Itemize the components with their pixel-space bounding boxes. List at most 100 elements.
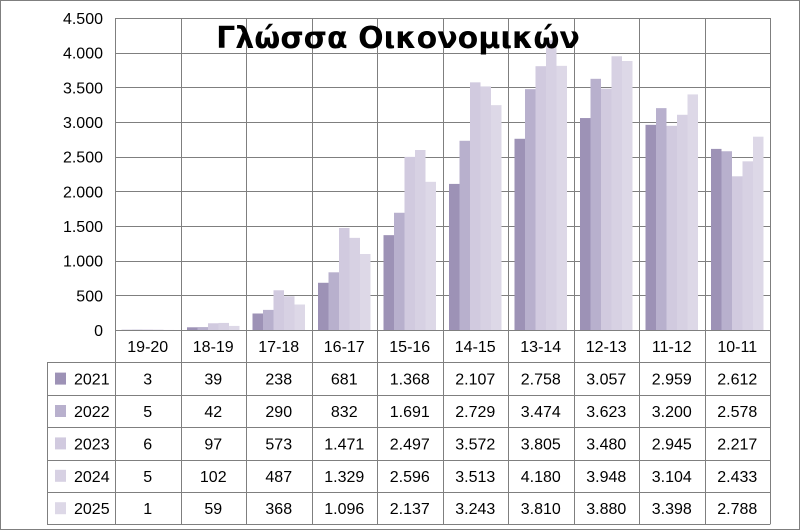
data-label: 573 <box>265 436 292 453</box>
data-label: 2.959 <box>652 372 692 389</box>
x-tick-label: 16-17 <box>324 339 365 356</box>
data-label: 2.788 <box>717 501 757 518</box>
legend-swatch <box>55 437 66 450</box>
bar <box>394 212 405 330</box>
y-tick-label: 500 <box>76 288 103 305</box>
data-label: 2.729 <box>455 404 495 421</box>
data-label: 2.497 <box>390 436 430 453</box>
bar <box>349 237 360 330</box>
x-tick-label: 15-16 <box>389 339 430 356</box>
y-tick-label: 3.500 <box>63 80 103 97</box>
bar <box>742 161 753 330</box>
y-tick-label: 4.500 <box>63 11 103 28</box>
data-label: 2.217 <box>717 436 757 453</box>
bar <box>339 228 350 330</box>
bar <box>197 327 208 330</box>
data-label: 832 <box>331 404 358 421</box>
bar <box>425 181 436 330</box>
bar <box>449 183 460 330</box>
data-label: 3.398 <box>652 501 692 518</box>
bar <box>229 325 240 330</box>
bar <box>580 118 591 330</box>
bar <box>294 304 305 330</box>
x-tick-label: 19-20 <box>127 339 168 356</box>
bar <box>732 176 743 330</box>
legend-swatch <box>55 405 66 417</box>
bar <box>263 309 274 330</box>
data-label: 3.810 <box>521 501 561 518</box>
data-label: 2.945 <box>652 436 692 453</box>
data-label: 3.572 <box>455 436 495 453</box>
bar <box>284 296 295 330</box>
bar <box>514 138 525 330</box>
data-label: 3.057 <box>586 372 626 389</box>
legend-swatch <box>55 502 66 515</box>
x-tick-label: 13-14 <box>520 339 561 356</box>
data-label: 2.107 <box>455 372 495 389</box>
data-label: 6 <box>143 436 152 453</box>
data-label: 290 <box>265 404 292 421</box>
data-label: 97 <box>204 436 222 453</box>
y-tick-label: 4.000 <box>63 46 103 63</box>
data-label: 3.805 <box>521 436 561 453</box>
data-table: 19-20 18-19 17-18 16-17 15-16 14-15 13-14 12-13… <box>47 18 771 525</box>
bar <box>711 148 722 330</box>
legend-entry: 2024 <box>74 469 110 486</box>
y-tick-label: 1.500 <box>63 219 103 236</box>
bar <box>252 313 263 330</box>
y-tick-label: 2.000 <box>63 184 103 201</box>
bar <box>556 65 567 330</box>
data-label: 5 <box>143 469 152 486</box>
bar <box>753 136 764 330</box>
legend-swatch <box>55 469 66 482</box>
data-label: 1.329 <box>324 469 364 486</box>
y-tick-label: 0 <box>94 323 103 340</box>
data-label: 3.880 <box>586 501 626 518</box>
bar <box>187 327 198 330</box>
bar <box>360 254 371 330</box>
data-label: 42 <box>204 404 222 421</box>
bar <box>656 108 667 330</box>
data-label: 2.596 <box>390 469 430 486</box>
y-axis-ticks: 0 500 1.000 1.500 2.000 2.500 3.000 3.500 4.000 4… <box>63 11 103 340</box>
data-label: 238 <box>265 372 292 389</box>
bar <box>208 323 219 330</box>
x-tick-label: 17-18 <box>258 339 299 356</box>
bar <box>645 124 656 330</box>
data-label: 1 <box>143 501 152 518</box>
data-label: 2.137 <box>390 501 430 518</box>
bar <box>328 272 339 330</box>
data-label: 1.691 <box>390 404 430 421</box>
bar <box>590 78 601 330</box>
data-label: 3.513 <box>455 469 495 486</box>
bars <box>121 40 764 331</box>
data-label: 2.578 <box>717 404 757 421</box>
data-label: 102 <box>200 469 227 486</box>
bar <box>415 150 426 330</box>
data-label: 3.623 <box>586 404 626 421</box>
y-tick-label: 3.000 <box>63 115 103 132</box>
bar <box>622 60 633 331</box>
data-label: 1.471 <box>324 436 364 453</box>
data-label: 3.480 <box>586 436 626 453</box>
data-label: 3.243 <box>455 501 495 518</box>
bar <box>383 235 394 330</box>
bar <box>491 105 502 331</box>
data-label: 2.433 <box>717 469 757 486</box>
bar <box>470 82 481 330</box>
data-label: 487 <box>265 469 292 486</box>
x-tick-label: 11-12 <box>652 339 692 356</box>
data-label: 4.180 <box>521 469 561 486</box>
data-label: 3.474 <box>521 404 561 421</box>
chart-title: Γλώσσα Οικονομικών <box>216 21 580 56</box>
data-label: 3.200 <box>652 404 692 421</box>
data-label: 2.612 <box>717 372 757 389</box>
data-label: 39 <box>204 372 222 389</box>
data-label: 3.104 <box>652 469 692 486</box>
bar <box>318 282 329 330</box>
data-label: 368 <box>265 501 292 518</box>
bar <box>218 322 229 330</box>
data-label: 5 <box>143 404 152 421</box>
bar <box>666 125 677 330</box>
